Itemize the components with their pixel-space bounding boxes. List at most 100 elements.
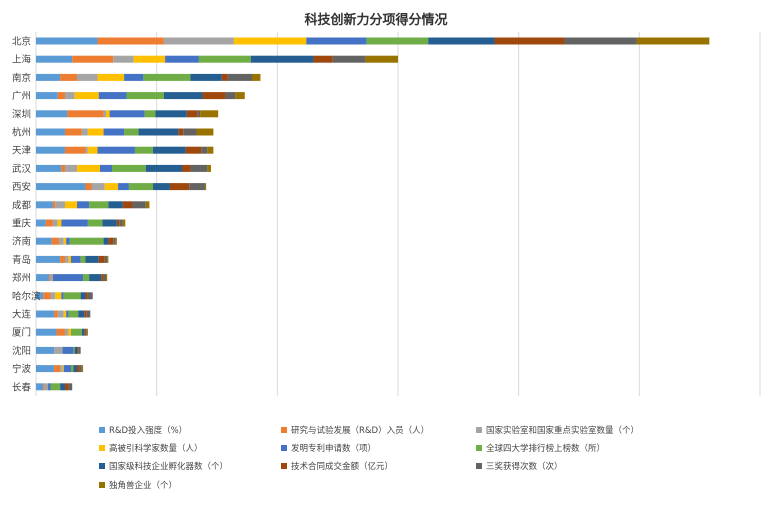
- bar-segment: [85, 183, 92, 191]
- bar-segment: [197, 110, 201, 118]
- category-label: 西安: [12, 181, 31, 193]
- bar-segment: [66, 237, 70, 245]
- bar-segment: [36, 146, 65, 154]
- bar-segment: [36, 55, 73, 63]
- bar-segment: [227, 73, 252, 81]
- bar-segment: [190, 73, 222, 81]
- bar-segment: [86, 328, 88, 336]
- bar-segment: [36, 183, 86, 191]
- bar-segment: [72, 55, 114, 63]
- bar-segment: [43, 383, 45, 391]
- category-label: 郑州: [12, 272, 31, 284]
- bar-segment: [145, 201, 150, 209]
- bar-segment: [87, 128, 104, 136]
- bar-segment: [44, 383, 49, 391]
- bar-segment: [56, 328, 65, 336]
- legend-swatch: [281, 445, 287, 451]
- bar-segment: [78, 346, 81, 354]
- bar-segment: [55, 292, 62, 300]
- bar-segment: [112, 164, 146, 172]
- bar-segment: [198, 55, 251, 63]
- bar-segment: [67, 110, 104, 118]
- bar-segment: [155, 110, 187, 118]
- bar-segment: [132, 201, 146, 209]
- category-label: 厦门: [12, 327, 31, 339]
- category-label: 武汉: [12, 163, 32, 175]
- category-label: 成都: [12, 199, 32, 211]
- bar-segment: [36, 110, 68, 118]
- bar-segment: [207, 146, 214, 154]
- bar-segment: [85, 255, 99, 263]
- bar-segment: [36, 365, 55, 373]
- bar-segment: [57, 219, 62, 227]
- chart-title: 科技创新力分项得分情况: [304, 12, 447, 28]
- bar-segment: [45, 219, 53, 227]
- bars: [36, 37, 710, 391]
- legend-label: 发明专利申请数（项）: [291, 443, 376, 454]
- bar-segment: [36, 219, 46, 227]
- bar-segment: [79, 365, 82, 373]
- bar-segment: [64, 164, 78, 172]
- bar-segment: [428, 37, 495, 45]
- bar-segment: [85, 146, 88, 154]
- bar-segment: [60, 73, 78, 81]
- bar-segment: [63, 310, 67, 318]
- bar-segment: [163, 37, 234, 45]
- bar-segment: [153, 146, 186, 154]
- category-label: 北京: [12, 36, 31, 48]
- bar-segment: [98, 92, 127, 100]
- bar-segment: [251, 73, 261, 81]
- bar-segment: [153, 183, 170, 191]
- category-label: 青岛: [12, 254, 31, 266]
- legend-swatch: [99, 482, 105, 488]
- bar-segment: [68, 310, 79, 318]
- bar-segment: [105, 274, 108, 282]
- bar-segment: [104, 255, 108, 263]
- legend-label: 高被引科学家数量（人）: [109, 443, 203, 454]
- bar-segment: [81, 128, 88, 136]
- bar-segment: [178, 128, 184, 136]
- category-label: 哈尔滨: [12, 290, 41, 302]
- bar-segment: [91, 183, 105, 191]
- bar-segment: [73, 365, 78, 373]
- bar-segment: [189, 183, 205, 191]
- bar-segment: [636, 37, 710, 45]
- bar-segment: [57, 310, 64, 318]
- bar-segment: [63, 237, 67, 245]
- bar-segment: [36, 237, 52, 245]
- bar-segment: [119, 219, 123, 227]
- bar-segment: [63, 365, 71, 373]
- bar-segment: [98, 255, 105, 263]
- bar-segment: [77, 73, 98, 81]
- category-label: 大连: [12, 309, 32, 321]
- bar-segment: [101, 274, 104, 282]
- bar-segment: [108, 201, 123, 209]
- bar-segment: [70, 365, 74, 373]
- bar-segment: [36, 346, 55, 354]
- bar-segment: [366, 37, 429, 45]
- bar-segment: [61, 219, 88, 227]
- bar-segment: [190, 164, 208, 172]
- bar-segment: [365, 55, 398, 63]
- bar-segment: [102, 219, 117, 227]
- bar-segment: [54, 365, 61, 373]
- bar-segment: [115, 237, 117, 245]
- bar-segment: [68, 383, 73, 391]
- bar-segment: [105, 110, 110, 118]
- bar-segment: [61, 164, 65, 172]
- bar-segment: [221, 73, 228, 81]
- bar-segment: [204, 183, 207, 191]
- legend-swatch: [476, 427, 482, 433]
- bar-segment: [201, 146, 208, 154]
- bar-segment: [64, 146, 86, 154]
- bar-segment: [108, 237, 114, 245]
- bar-segment: [134, 146, 154, 154]
- bar-segment: [103, 274, 106, 282]
- bar-segment: [83, 274, 90, 282]
- bar-segment: [50, 292, 56, 300]
- bar-segment: [97, 146, 135, 154]
- legend-swatch: [281, 427, 287, 433]
- bar-segment: [202, 92, 226, 100]
- bar-segment: [87, 292, 93, 300]
